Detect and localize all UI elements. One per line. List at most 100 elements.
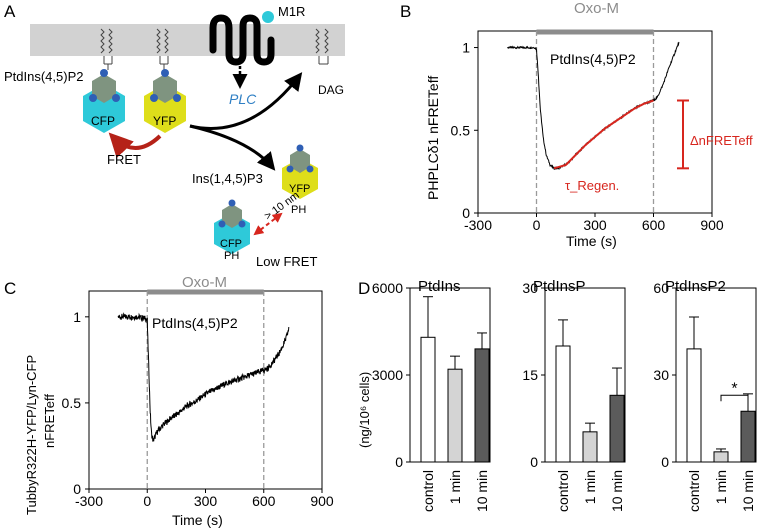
category-label: 1 min [447, 470, 463, 504]
bar [447, 368, 463, 463]
fit-curve [553, 99, 654, 170]
distance-arrow [253, 212, 283, 236]
lipid-tails-icon [100, 28, 329, 70]
free-cfp-label: CFP [220, 238, 242, 250]
x-tick-label: 600 [252, 493, 276, 509]
y-tick-label: 1 [73, 309, 81, 325]
category-label: 10 min [474, 470, 490, 512]
bar [420, 336, 436, 463]
x-tick-label: 0 [143, 493, 151, 509]
x-tick-label: -300 [464, 217, 492, 233]
x-tick-label: 900 [310, 493, 334, 509]
y-tick-label: 0 [73, 481, 81, 497]
chart-d-ylabel: (ng/10⁶ cells) [357, 372, 372, 448]
y-tick-label: 0 [530, 454, 538, 470]
category-label: 1 min [713, 470, 729, 504]
panel-d-letter: D [358, 279, 370, 298]
headgroup-icon [153, 74, 177, 103]
agonist-icon [262, 11, 274, 23]
chart-b-delta-label: ΔnFRETeff [690, 133, 753, 148]
ptdins-label: PtdIns(4,5)P2 [4, 69, 84, 84]
panel-d: D (ng/10⁶ cells) PtdIns 0 3000 60 0 0 control 1… [357, 278, 757, 512]
phosphate-icon [89, 94, 97, 102]
free-yfp-ph-label: PH [291, 204, 306, 216]
category-label: control [420, 470, 436, 512]
y-tick-label: 15 [522, 367, 538, 383]
phosphate-icon [100, 69, 108, 77]
y-tick-label: 60 [653, 280, 669, 296]
chart-b-xlabel: Time (s) [566, 233, 617, 249]
chart-c-ylabel-line2: nFRETeff [42, 394, 57, 448]
bar-chart-title: PtdInsP2 [665, 278, 726, 295]
bar [609, 394, 625, 463]
free-yfp-label: YFP [289, 183, 310, 195]
panel-a-letter: A [4, 2, 16, 21]
phosphate-icon [306, 165, 314, 173]
y-tick-label: 0 [462, 205, 470, 221]
chart-d-plots: PtdIns 0 3000 60 0 0 control 1 min 10 min PtdInsP… [372, 278, 757, 512]
phosphate-icon [228, 199, 236, 207]
chart-b-stim-label: Oxo-M [574, 0, 619, 17]
bar-chart-title: PtdInsP [533, 278, 586, 295]
bar-chart-title: PtdIns [418, 278, 461, 295]
phosphate-icon [173, 94, 181, 102]
low-fret-label: Low FRET [256, 254, 317, 269]
significance-bracket [720, 394, 749, 402]
y-tick-label: 0 [395, 454, 403, 470]
bar [740, 410, 756, 463]
category-label: control [555, 470, 571, 512]
y-tick-label: 0 [661, 454, 669, 470]
phosphate-icon [218, 220, 226, 228]
m1r-label: M1R [278, 4, 305, 19]
phosphate-icon [150, 94, 158, 102]
phosphate-icon [112, 94, 120, 102]
chart-c-trace-label: PtdIns(4,5)P2 [152, 315, 238, 331]
bar [555, 345, 571, 463]
phosphate-icon [238, 220, 246, 228]
panel-a: A M1R PLC PtdIns(4,5)P2 DAG CFP YF [4, 2, 345, 269]
fret-label: FRET [107, 152, 141, 167]
free-cfp-ph-label: PH [224, 250, 239, 262]
headgroup-icon [290, 149, 310, 173]
cfp-label: CFP [91, 114, 115, 128]
headgroup-icon [222, 204, 242, 228]
dag-label: DAG [318, 83, 344, 97]
bar [686, 348, 702, 463]
y-tick-label: 0.5 [62, 395, 82, 411]
y-tick-label: 30 [522, 280, 538, 296]
ip3-arrow [189, 124, 276, 171]
x-tick-label: -300 [75, 493, 103, 509]
category-label: 10 min [609, 470, 625, 512]
bar [713, 451, 729, 463]
chart-b-ylabel: PHPLCδ1 nFRETeff [425, 76, 441, 200]
membrane [30, 24, 345, 56]
phosphate-icon [286, 165, 294, 173]
x-tick-label: 600 [642, 217, 666, 233]
panel-c-letter: C [4, 279, 16, 298]
chart-c-stim-label: Oxo-M [182, 274, 227, 291]
x-tick-label: 300 [194, 493, 218, 509]
y-tick-label: 1 [462, 40, 470, 56]
x-tick-label: 300 [583, 217, 607, 233]
significance-marker: * [731, 380, 737, 397]
bar [582, 431, 598, 463]
series-trace [117, 312, 290, 442]
chart-c-xlabel: Time (s) [172, 512, 223, 528]
chart-b-trace-label: PtdIns(4,5)P2 [550, 51, 636, 67]
category-label: 10 min [740, 470, 756, 512]
x-tick-label: 0 [533, 217, 541, 233]
panel-b-letter: B [400, 2, 411, 21]
phosphate-icon [296, 144, 304, 152]
category-label: 1 min [582, 470, 598, 504]
chart-b-tau-label: τ_Regen. [565, 178, 619, 193]
chart-c-ylabel-line1: TubbyR322H-YFP/Lyn-CFP [24, 355, 39, 515]
y-tick-label: 3000 [372, 367, 403, 383]
plc-label: PLC [229, 91, 257, 107]
y-tick-label: 0.5 [451, 122, 471, 138]
y-tick-label: 30 [653, 367, 669, 383]
